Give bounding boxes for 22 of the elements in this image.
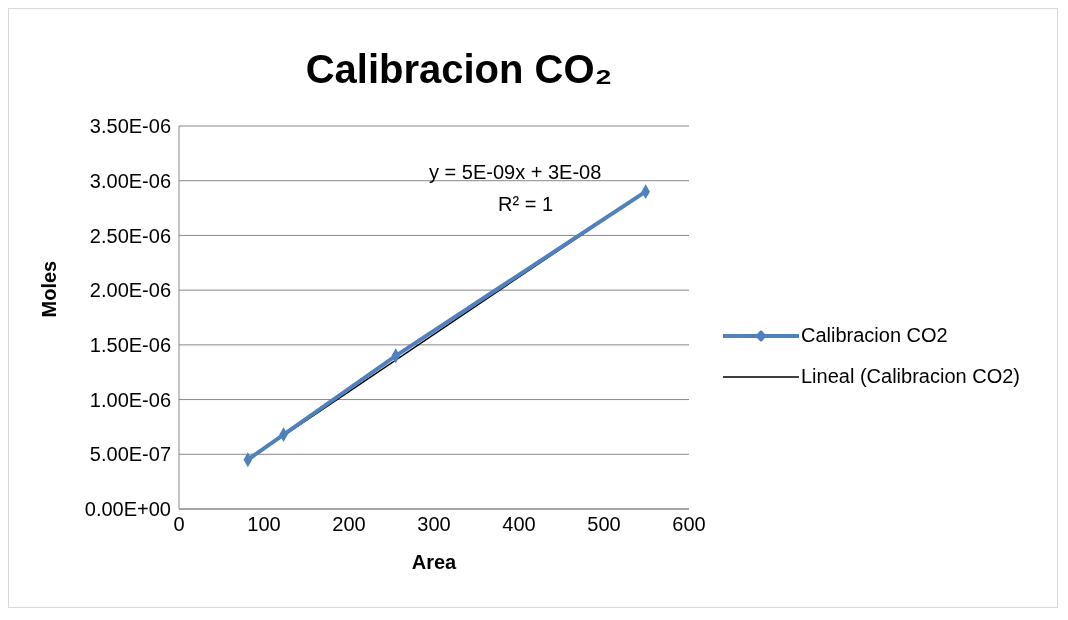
y-tick-label: 2.50E-06	[89, 224, 171, 247]
y-tick-label: 5.00E-07	[89, 443, 171, 466]
annotation: y = 5E-09x + 3E-08	[429, 161, 602, 184]
x-tick-label: 500	[587, 513, 621, 536]
y-tick-label: 3.00E-06	[89, 169, 171, 192]
x-tick-label: 400	[502, 513, 536, 536]
chart-title: Calibracion CO₂	[304, 47, 614, 92]
legend-label: Lineal (Calibracion CO2)	[801, 365, 1020, 388]
y-tick-label: 1.00E-06	[89, 388, 171, 411]
y-tick-label: 3.50E-06	[89, 115, 171, 138]
y-tick-label: 1.50E-06	[89, 333, 171, 356]
y-tick-label: 0.00E+00	[84, 498, 171, 521]
x-tick-label: 300	[417, 513, 451, 536]
y-axis-title: Moles	[38, 260, 61, 318]
x-tick-label: 0	[173, 513, 185, 536]
x-tick-label: 100	[247, 513, 281, 536]
x-axis-title: Area	[411, 551, 458, 573]
x-tick-label: 200	[332, 513, 366, 536]
x-tick-label: 600	[672, 513, 706, 536]
y-tick-label: 2.00E-06	[89, 279, 171, 302]
legend-label: Calibracion CO2	[801, 324, 948, 347]
annotation: R² = 1	[498, 193, 554, 216]
